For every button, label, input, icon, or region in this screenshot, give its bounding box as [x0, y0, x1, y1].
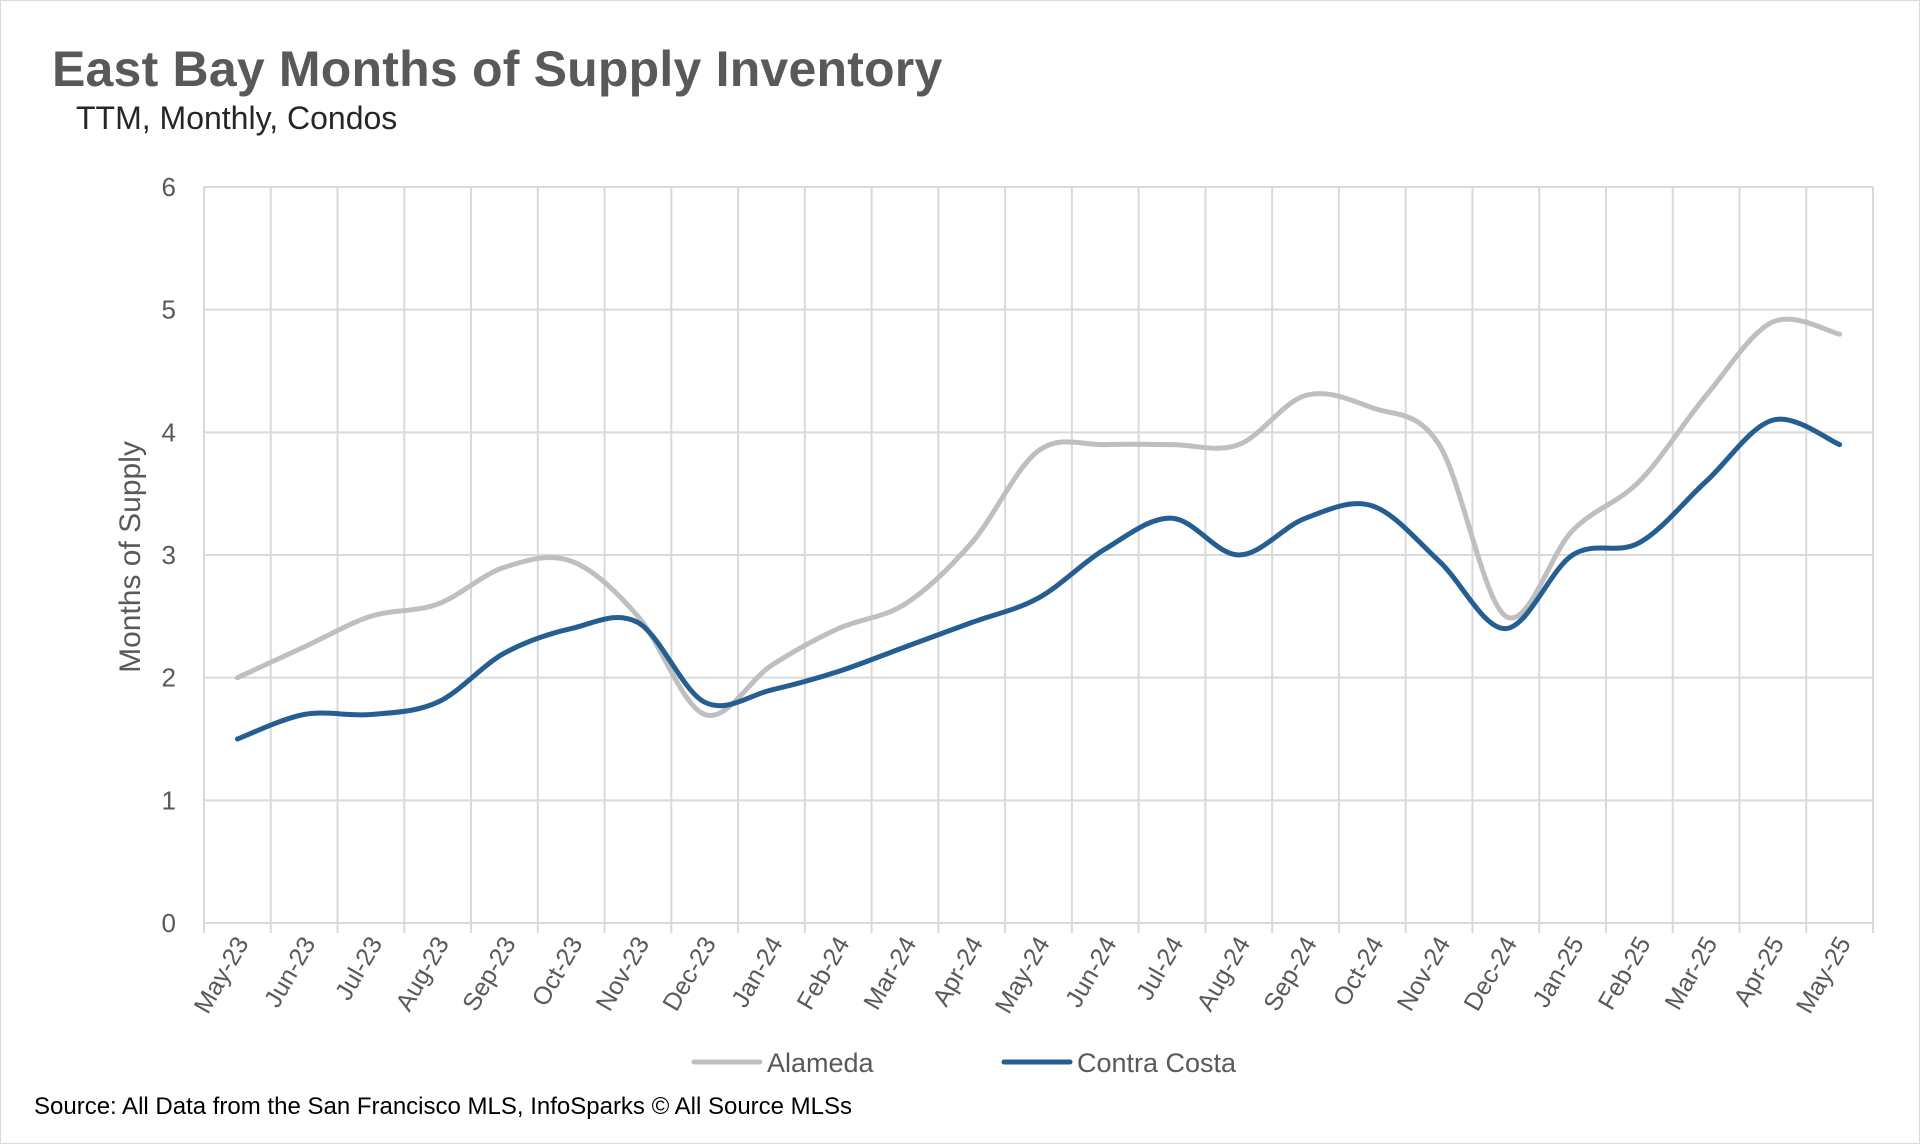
x-tick-label: Nov-24 — [1392, 932, 1457, 1016]
y-tick-label: 5 — [162, 295, 176, 325]
x-tick-label: Dec-23 — [657, 932, 722, 1016]
x-tick-label: Jun-23 — [259, 932, 321, 1012]
x-tick-label: May-25 — [1791, 932, 1857, 1018]
x-tick-label: Jun-24 — [1060, 932, 1123, 1012]
y-tick-label: 2 — [162, 663, 176, 693]
x-tick-label: Oct-23 — [527, 932, 589, 1011]
series-line-contra-costa — [234, 416, 1843, 742]
x-tick-label: May-24 — [990, 932, 1056, 1018]
x-tick-label: Feb-25 — [1593, 932, 1657, 1015]
x-tick-label: Sep-23 — [457, 932, 522, 1016]
x-tick-label: Nov-23 — [591, 932, 656, 1016]
x-tick-label: Jan-25 — [1527, 932, 1589, 1012]
x-tick-label: Mar-24 — [858, 932, 922, 1015]
grid-lines — [203, 186, 1874, 924]
y-tick-label: 6 — [162, 172, 176, 202]
y-axis-label: Months of Supply — [114, 441, 147, 673]
series-line-alameda — [234, 316, 1843, 718]
y-axis-ticks: 0 1 2 3 4 5 6 — [162, 172, 176, 938]
x-tick-label: Mar-25 — [1659, 932, 1723, 1015]
source-note: Source: All Data from the San Francisco … — [34, 1093, 853, 1120]
x-tick-label: Dec-24 — [1458, 932, 1523, 1016]
legend-label: Alameda — [767, 1048, 875, 1078]
y-tick-label: 0 — [162, 908, 176, 938]
x-tick-label: Jan-24 — [726, 932, 789, 1012]
y-tick-label: 3 — [162, 540, 176, 570]
y-tick-label: 4 — [162, 417, 176, 447]
x-tick-label: Feb-24 — [792, 932, 856, 1015]
legend-label: Contra Costa — [1077, 1048, 1237, 1078]
x-tick-label: Apr-25 — [1728, 932, 1790, 1011]
x-tick-label: Jul-23 — [330, 932, 388, 1005]
x-tick-label: Apr-24 — [927, 932, 989, 1011]
x-tick-label: Oct-24 — [1328, 932, 1390, 1011]
x-tick-label: Aug-24 — [1191, 932, 1256, 1016]
x-tick-label: May-23 — [189, 932, 255, 1018]
x-axis-ticks: May-23 Jun-23 Jul-23 Aug-23 Sep-23 Oct-23 Nov-… — [189, 932, 1857, 1018]
x-tick-label: Jul-24 — [1131, 932, 1189, 1005]
x-axis-tick-marks — [203, 923, 1874, 933]
y-tick-label: 1 — [162, 785, 176, 815]
x-tick-label: Aug-23 — [390, 932, 455, 1016]
x-tick-label: Sep-24 — [1258, 932, 1323, 1016]
chart-subtitle: TTM, Monthly, Condos — [76, 100, 398, 136]
chart-title: East Bay Months of Supply Inventory — [52, 41, 943, 97]
series-lines — [234, 316, 1843, 742]
legend: Alameda Contra Costa — [691, 1048, 1237, 1078]
